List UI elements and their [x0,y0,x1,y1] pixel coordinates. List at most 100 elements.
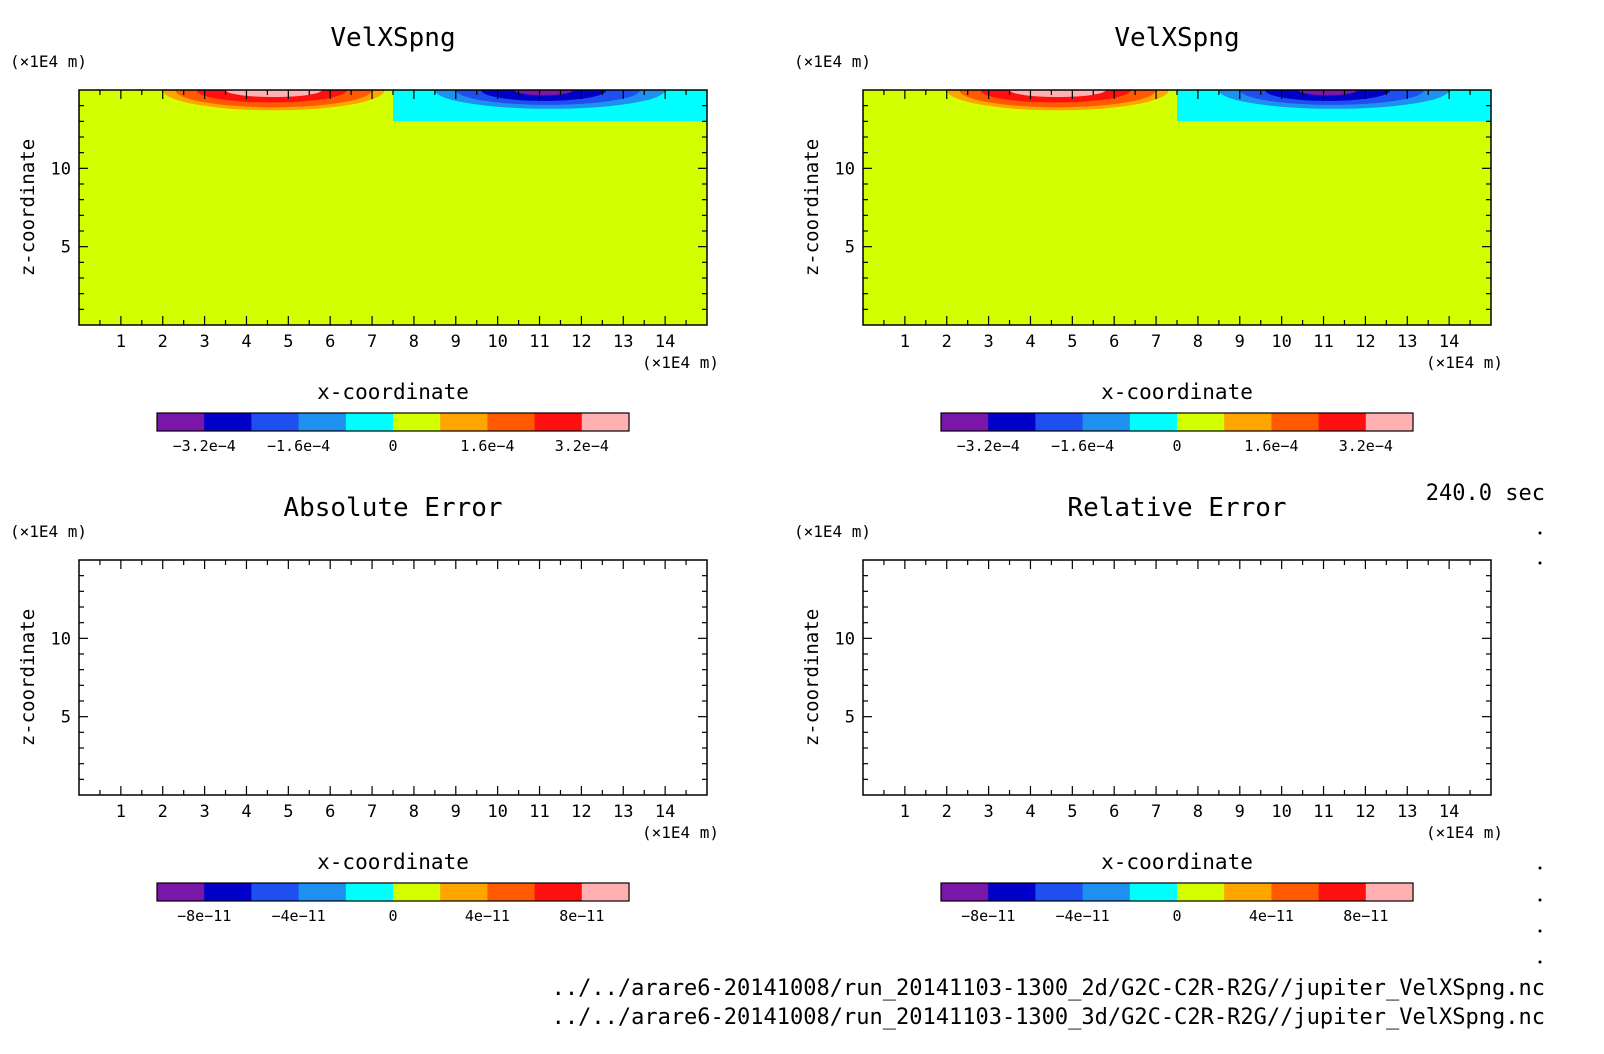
colorbar-swatch [1271,413,1320,431]
colorbar-swatch [298,883,347,901]
colorbar-swatch [1271,883,1320,901]
ticks [79,560,707,795]
colorbar-swatch [393,883,441,901]
x-tick-label: 4 [241,802,251,822]
colorbar-swatch [440,413,488,431]
colorbar-swatch [988,413,1036,431]
colorbar-label: −8e−11 [177,907,231,925]
y-axis-unit: (×1E4 m) [794,52,871,71]
x-tick-label: 2 [158,802,168,822]
x-axis-unit: (×1E4 m) [1426,823,1503,842]
colorbar-label: −4e−11 [1056,907,1110,925]
colorbar-swatch [1177,413,1225,431]
colorbar-swatch [1365,883,1414,901]
x-tick-label: 10 [487,332,507,352]
colorbar-swatch [1082,413,1131,431]
x-tick-label: 1 [116,802,126,822]
colorbar-label: 1.6e−4 [460,437,514,455]
x-tick-label: 11 [1313,802,1333,822]
field-base [863,90,1491,325]
colorbar-swatch [251,883,300,901]
x-tick-label: 6 [325,802,335,822]
chart-title: Relative Error [1067,493,1286,523]
colorbar-swatch [345,883,394,901]
negative-contour-4 [514,90,574,96]
x-tick-label: 11 [529,802,549,822]
y-tick-label: 10 [51,629,71,649]
ticks [863,560,1491,795]
y-tick-label: 5 [845,238,855,258]
colorbar-label: 4e−11 [465,907,510,925]
x-tick-label: 11 [529,332,549,352]
x-tick-label: 2 [942,332,952,352]
x-tick-label: 13 [613,802,633,822]
y-axis-unit: (×1E4 m) [10,522,87,541]
colorbar-frame [156,412,630,432]
colorbar-swatch [1035,883,1084,901]
x-tick-label: 10 [487,802,507,822]
x-tick-label: 7 [367,802,377,822]
colorbar-swatch [204,413,252,431]
positive-contour-4 [1009,90,1106,98]
colorbar-label: −3.2e−4 [173,437,236,455]
plot-frame [78,559,708,796]
colorbar-swatch [1318,413,1367,431]
time-label: 240.0 sec [1426,481,1545,506]
colorbar-swatch [393,413,441,431]
colorbar-swatch [1129,413,1178,431]
chart-title: VelXSpng [330,23,455,53]
colorbar-swatch [988,883,1036,901]
colorbar-label: 4e−11 [1249,907,1294,925]
colorbar: −8e−11 −4e−11 0 4e−11 8e−11 [156,882,630,925]
x-axis-unit: (×1E4 m) [642,823,719,842]
x-axis-unit: (×1E4 m) [642,353,719,372]
x-tick-label: 14 [1439,802,1459,822]
colorbar-frame [940,412,1414,432]
ticks [79,90,707,325]
colorbar: −8e−11 −4e−11 0 4e−11 8e−11 [940,882,1414,925]
colorbar-swatch [534,883,583,901]
field-base [79,90,707,325]
x-tick-label: 13 [1397,332,1417,352]
plot-frame [862,559,1492,796]
y-axis-label: z-coordinate [17,139,39,276]
colorbar-swatch [581,883,630,901]
colorbar-label: 0 [1172,907,1181,925]
colorbar-swatch [298,413,347,431]
x-tick-label: 5 [1067,332,1077,352]
y-tick-label: 5 [845,708,855,728]
file-path-2d: ../../arare6-20141008/run_20141103-1300_… [552,976,1545,1001]
x-tick-label: 2 [158,332,168,352]
colorbar-swatch [581,413,630,431]
x-tick-label: 4 [1025,802,1035,822]
x-tick-label: 1 [116,332,126,352]
x-tick-label: 4 [1025,332,1035,352]
x-tick-label: 4 [241,332,251,352]
x-tick-label: 7 [1151,332,1161,352]
x-tick-label: 6 [1109,802,1119,822]
x-tick-label: 6 [325,332,335,352]
colorbar-swatch [157,883,205,901]
x-tick-label: 12 [571,802,591,822]
x-tick-label: 14 [1439,332,1459,352]
colorbar-label: −4e−11 [272,907,326,925]
colorbar-label: 8e−11 [559,907,604,925]
y-tick-label: 10 [835,159,855,179]
colorbar-label: 3.2e−4 [1339,437,1393,455]
plot-area [79,90,707,325]
x-tick-label: 7 [1151,802,1161,822]
colorbar-swatch [1082,883,1131,901]
x-tick-label: 9 [1235,332,1245,352]
x-tick-label: 14 [655,332,675,352]
chart-panel-1: VelXSpng (×1E4 m) (×1E4 m) x-coordinate z-co… [10,23,719,455]
plot-area [863,90,1491,325]
colorbar-swatch [1318,883,1367,901]
y-axis-label: z-coordinate [17,609,39,746]
x-tick-label: 3 [199,332,209,352]
colorbar-swatch [534,413,583,431]
x-tick-label: 10 [1271,802,1291,822]
colorbar-swatch [157,413,205,431]
colorbar-swatch [440,883,488,901]
y-axis-unit: (×1E4 m) [10,52,87,71]
x-tick-label: 13 [613,332,633,352]
